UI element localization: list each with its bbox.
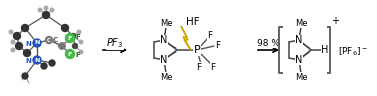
Circle shape bbox=[79, 40, 83, 44]
Circle shape bbox=[46, 36, 52, 43]
Text: PF$_3$: PF$_3$ bbox=[106, 36, 124, 50]
Text: N: N bbox=[160, 35, 168, 45]
Circle shape bbox=[70, 34, 75, 38]
Circle shape bbox=[66, 50, 75, 58]
Text: HF: HF bbox=[186, 17, 200, 27]
Circle shape bbox=[41, 63, 47, 69]
Text: F: F bbox=[215, 41, 221, 50]
Text: N: N bbox=[25, 41, 31, 47]
Text: N: N bbox=[25, 58, 31, 64]
Text: H: H bbox=[321, 45, 329, 55]
Circle shape bbox=[50, 8, 54, 12]
Circle shape bbox=[66, 34, 75, 43]
Text: F: F bbox=[196, 62, 202, 72]
Text: Me: Me bbox=[160, 72, 172, 82]
Text: N: N bbox=[34, 58, 40, 62]
Circle shape bbox=[38, 8, 42, 12]
Text: N: N bbox=[160, 55, 168, 65]
Circle shape bbox=[44, 6, 48, 10]
Text: F: F bbox=[210, 62, 216, 72]
Text: Me: Me bbox=[295, 19, 307, 27]
Circle shape bbox=[59, 43, 65, 49]
Text: +: + bbox=[331, 16, 339, 26]
Circle shape bbox=[22, 73, 28, 79]
Text: F: F bbox=[68, 51, 72, 57]
Text: F: F bbox=[68, 36, 72, 41]
Text: F: F bbox=[75, 52, 80, 58]
Circle shape bbox=[72, 43, 78, 48]
Text: Me: Me bbox=[160, 19, 172, 27]
Polygon shape bbox=[181, 26, 191, 50]
Text: N: N bbox=[295, 55, 303, 65]
Text: F: F bbox=[207, 31, 213, 39]
Circle shape bbox=[23, 50, 31, 57]
Text: N: N bbox=[295, 35, 303, 45]
Circle shape bbox=[21, 24, 29, 31]
Text: C: C bbox=[53, 37, 58, 43]
Circle shape bbox=[11, 40, 15, 44]
Circle shape bbox=[43, 12, 49, 19]
Text: C: C bbox=[47, 38, 51, 43]
Circle shape bbox=[33, 56, 41, 64]
Text: [PF$_6$]$^-$: [PF$_6$]$^-$ bbox=[338, 46, 368, 58]
Circle shape bbox=[14, 33, 20, 39]
Circle shape bbox=[9, 30, 13, 34]
Circle shape bbox=[77, 30, 81, 34]
Text: N: N bbox=[34, 41, 40, 46]
Circle shape bbox=[11, 48, 15, 52]
Circle shape bbox=[79, 50, 83, 54]
Circle shape bbox=[61, 24, 69, 31]
Circle shape bbox=[15, 43, 23, 50]
Circle shape bbox=[33, 39, 41, 47]
Text: 98 %: 98 % bbox=[257, 38, 280, 48]
Text: F: F bbox=[75, 34, 80, 40]
Circle shape bbox=[49, 60, 55, 66]
Text: Me: Me bbox=[295, 72, 307, 82]
Text: P: P bbox=[194, 45, 200, 55]
